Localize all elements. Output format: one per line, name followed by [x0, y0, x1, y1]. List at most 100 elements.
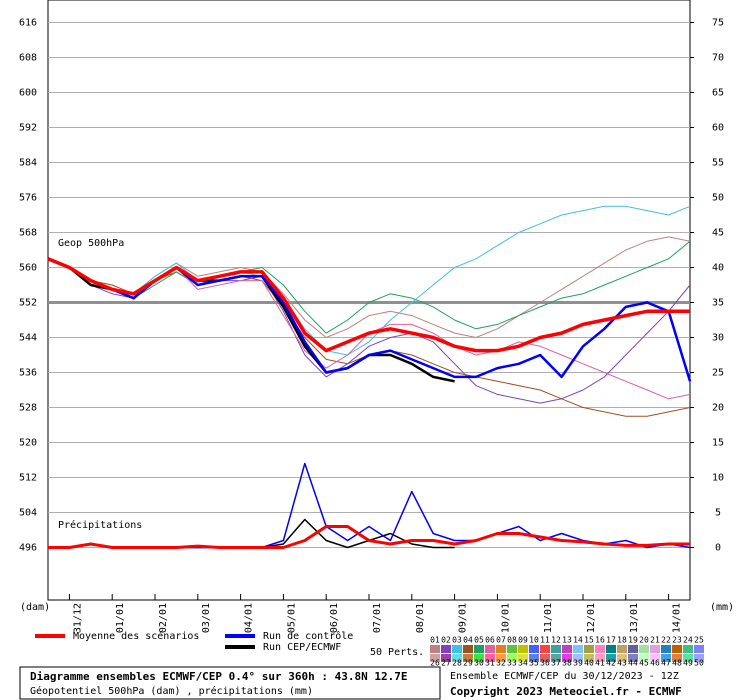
y-tick-label: 512 [19, 473, 37, 484]
member-label: 11 [540, 636, 550, 645]
member-swatch [430, 645, 440, 653]
y-unit: (dam) [20, 602, 50, 613]
legend-label: Moyenne des scénarios [73, 630, 199, 642]
y-tick-label: 616 [19, 18, 37, 29]
y2-tick-label: 40 [712, 263, 724, 274]
y-tick-label: 544 [19, 333, 37, 344]
x-tick-label: 03/01 [201, 603, 212, 633]
member-swatch [573, 645, 583, 653]
member-swatch [606, 654, 616, 662]
member-line [47, 205, 691, 356]
x-tick-label: 10/01 [500, 603, 511, 633]
member-label: 49 [683, 659, 693, 668]
member-label: 07 [496, 636, 506, 645]
info-box [19, 666, 441, 700]
member-label: 12 [551, 636, 561, 645]
member-swatch [496, 654, 506, 662]
member-swatch [540, 654, 550, 662]
member-label: 44 [628, 659, 638, 668]
member-label: 31 [485, 659, 495, 668]
y-tick-label: 584 [19, 158, 37, 169]
member-swatch [584, 645, 594, 653]
member-swatch [562, 654, 572, 662]
member-swatch [694, 645, 704, 653]
member-swatch [452, 645, 462, 653]
title: Diagramme ensembles ECMWF/CEP 0.4° sur 3… [30, 670, 408, 683]
member-label: 43 [617, 659, 627, 668]
member-label: 21 [650, 636, 660, 645]
x-tick-label: 31/12 [72, 603, 83, 633]
member-label: 37 [551, 659, 561, 668]
member-label: 23 [672, 636, 682, 645]
member-label: 22 [661, 636, 671, 645]
y-tick-label: 504 [19, 508, 37, 519]
precip-line [48, 525, 690, 549]
member-swatch [496, 645, 506, 653]
copyright: Copyright 2023 Meteociel.fr - ECMWF [450, 685, 682, 698]
x-tick-label: 12/01 [586, 603, 597, 633]
member-swatch [562, 645, 572, 653]
x-tick-label: 13/01 [629, 603, 640, 633]
run-info: Ensemble ECMWF/CEP du 30/12/2023 - 12Z [450, 671, 679, 682]
member-label: 02 [441, 636, 451, 645]
x-tick-label: 09/01 [458, 603, 469, 633]
precip-label: Précipitations [58, 519, 142, 531]
x-tick-label: 07/01 [372, 603, 383, 633]
members-label: 50 Perts. [370, 647, 424, 658]
y2-tick-label: 25 [712, 368, 724, 379]
member-swatch [661, 654, 671, 662]
member-label: 04 [463, 636, 473, 645]
member-swatch [606, 645, 616, 653]
member-swatch [584, 654, 594, 662]
member-label: 32 [496, 659, 506, 668]
legend-label: Run de contrôle [263, 630, 353, 642]
member-swatch [529, 654, 539, 662]
member-label: 36 [540, 659, 550, 668]
x-tick-label: 06/01 [329, 603, 340, 633]
member-label: 47 [661, 659, 671, 668]
y2-tick-label: 5 [715, 508, 721, 519]
member-swatch [683, 654, 693, 662]
member-label: 14 [573, 636, 583, 645]
member-swatch [474, 645, 484, 653]
y2-tick-label: 60 [712, 123, 724, 134]
y2-unit: (mm) [710, 602, 734, 613]
member-swatch [573, 654, 583, 662]
member-swatch [661, 645, 671, 653]
y-tick-label: 592 [19, 123, 37, 134]
y2-tick-label: 15 [712, 438, 724, 449]
plot-frame [47, 0, 691, 601]
member-label: 34 [518, 659, 528, 668]
y2-tick-label: 0 [715, 543, 721, 554]
y-tick-label: 496 [19, 543, 37, 554]
geop-line [47, 257, 690, 353]
y2-tick-label: 55 [712, 158, 724, 169]
member-swatch [683, 645, 693, 653]
member-label: 18 [617, 636, 627, 645]
member-label: 24 [683, 636, 693, 645]
y-tick-label: 576 [19, 193, 37, 204]
member-label: 45 [639, 659, 649, 668]
member-swatch [507, 654, 517, 662]
member-label: 46 [650, 659, 660, 668]
member-label: 06 [485, 636, 495, 645]
x-tick-label: 02/01 [158, 603, 169, 633]
member-swatch [441, 645, 451, 653]
member-swatch [694, 654, 704, 662]
member-label: 40 [584, 659, 594, 668]
y-tick-label: 560 [19, 263, 37, 274]
y-tick-label: 528 [19, 403, 37, 414]
member-swatch [485, 645, 495, 653]
member-label: 13 [562, 636, 572, 645]
member-label: 30 [474, 659, 484, 668]
member-swatch [507, 645, 517, 653]
member-label: 50 [694, 659, 704, 668]
y-tick-label: 552 [19, 298, 37, 309]
y2-tick-label: 20 [712, 403, 724, 414]
member-label: 15 [584, 636, 594, 645]
y2-tick-label: 65 [712, 88, 724, 99]
member-swatch [441, 654, 451, 662]
member-swatch [485, 654, 495, 662]
member-swatch [463, 645, 473, 653]
